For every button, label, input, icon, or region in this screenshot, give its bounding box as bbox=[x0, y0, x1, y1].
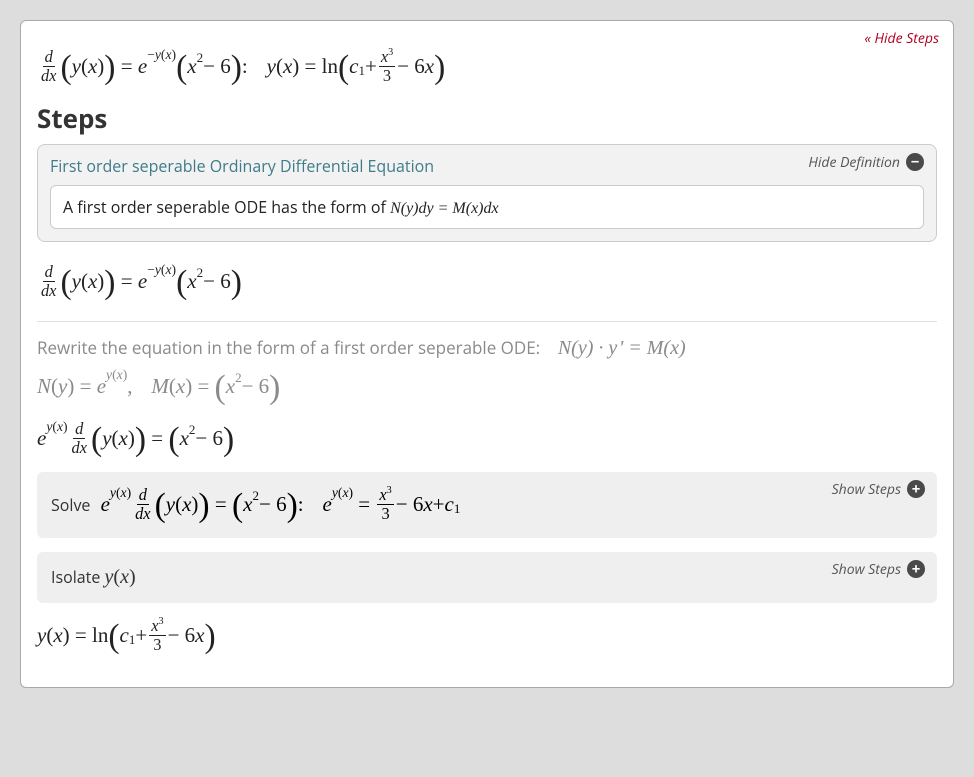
definition-title: First order seperable Ordinary Different… bbox=[50, 155, 924, 177]
show-steps-toggle-2[interactable]: Show Steps + bbox=[832, 560, 925, 579]
rewrite-intro-text: Rewrite the equation in the form of a fi… bbox=[37, 336, 540, 359]
equation-restated: ddx (y(x)) = e−y(x) (x2 − 6) bbox=[37, 258, 937, 301]
rewrite-form-math: N(y) · y ' = M(x) bbox=[558, 337, 686, 359]
definition-body-text: A first order seperable ODE has the form… bbox=[63, 196, 390, 218]
steps-heading: Steps bbox=[37, 100, 937, 136]
separated-equation: ey(x) ddx (y(x)) = (x2 − 6) bbox=[37, 420, 937, 458]
toggle-label: Hide Definition bbox=[808, 153, 900, 172]
n-m-definitions: N(y)= ey(x), M(x)= (x2 − 6) bbox=[37, 368, 937, 406]
definition-body: A first order seperable ODE has the form… bbox=[50, 185, 924, 229]
solution-panel: Hide Steps ddx (y(x)) = e−y(x) (x2 − 6) … bbox=[20, 20, 954, 688]
problem-with-answer: ddx (y(x)) = e−y(x) (x2 − 6) : y(x)= ln(… bbox=[37, 43, 937, 86]
definition-box: First order seperable Ordinary Different… bbox=[37, 144, 937, 242]
plus-icon: + bbox=[907, 560, 925, 578]
hide-definition-toggle[interactable]: Hide Definition − bbox=[808, 153, 924, 172]
toggle-label: Show Steps bbox=[832, 560, 901, 579]
hide-steps-link[interactable]: Hide Steps bbox=[864, 29, 939, 48]
final-answer: y(x)= ln(c1 + x33 − 6x) bbox=[37, 617, 937, 655]
definition-body-math: N(y)dy = M(x)dx bbox=[390, 200, 499, 217]
rewrite-description: Rewrite the equation in the form of a fi… bbox=[37, 336, 937, 360]
isolate-label: Isolate y(x) bbox=[51, 566, 136, 588]
plus-icon: + bbox=[907, 480, 925, 498]
minus-icon: − bbox=[906, 153, 924, 171]
divider bbox=[37, 321, 937, 322]
isolate-step-box: Show Steps + Isolate y(x) bbox=[37, 552, 937, 603]
toggle-label: Show Steps bbox=[832, 480, 901, 499]
solve-label: Solve bbox=[51, 494, 90, 516]
solve-step-box: Show Steps + Solve ey(x) ddx (y(x)) = (x… bbox=[37, 472, 937, 538]
show-steps-toggle-1[interactable]: Show Steps + bbox=[832, 480, 925, 499]
